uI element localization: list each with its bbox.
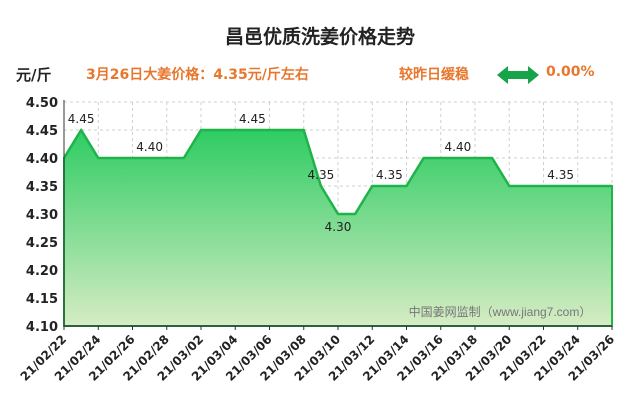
data-label: 4.40 — [136, 140, 163, 154]
y-tick-label: 4.40 — [26, 152, 58, 167]
y-tick-label: 4.25 — [26, 236, 58, 251]
data-label: 4.45 — [239, 112, 266, 126]
data-label: 4.35 — [308, 168, 335, 182]
y-tick-label: 4.50 — [26, 96, 58, 111]
y-tick-label: 4.10 — [26, 320, 58, 335]
y-tick-label: 4.45 — [26, 124, 58, 139]
double-arrow-icon — [497, 66, 539, 84]
price-line — [62, 128, 612, 216]
watermark: 中国姜网监制（www.jiang7.com） — [409, 304, 592, 319]
price-note: 3月26日大姜价格：4.35元/斤左右 — [86, 67, 309, 83]
data-label: 4.30 — [325, 220, 352, 234]
trend-change: 0.00% — [546, 64, 595, 80]
y-tick-label: 4.20 — [26, 264, 58, 279]
data-label: 4.45 — [68, 112, 95, 126]
data-label: 4.40 — [445, 140, 472, 154]
trend-label: 较昨日缓稳 — [399, 67, 469, 83]
data-label: 4.35 — [376, 168, 403, 182]
unit-label: 元/斤 — [16, 66, 52, 84]
data-label: 4.35 — [547, 168, 574, 182]
chart-title: 昌邑优质洗姜价格走势 — [224, 26, 415, 48]
y-tick-label: 4.35 — [26, 180, 58, 195]
y-tick-label: 4.15 — [26, 292, 58, 307]
y-tick-label: 4.30 — [26, 208, 58, 223]
